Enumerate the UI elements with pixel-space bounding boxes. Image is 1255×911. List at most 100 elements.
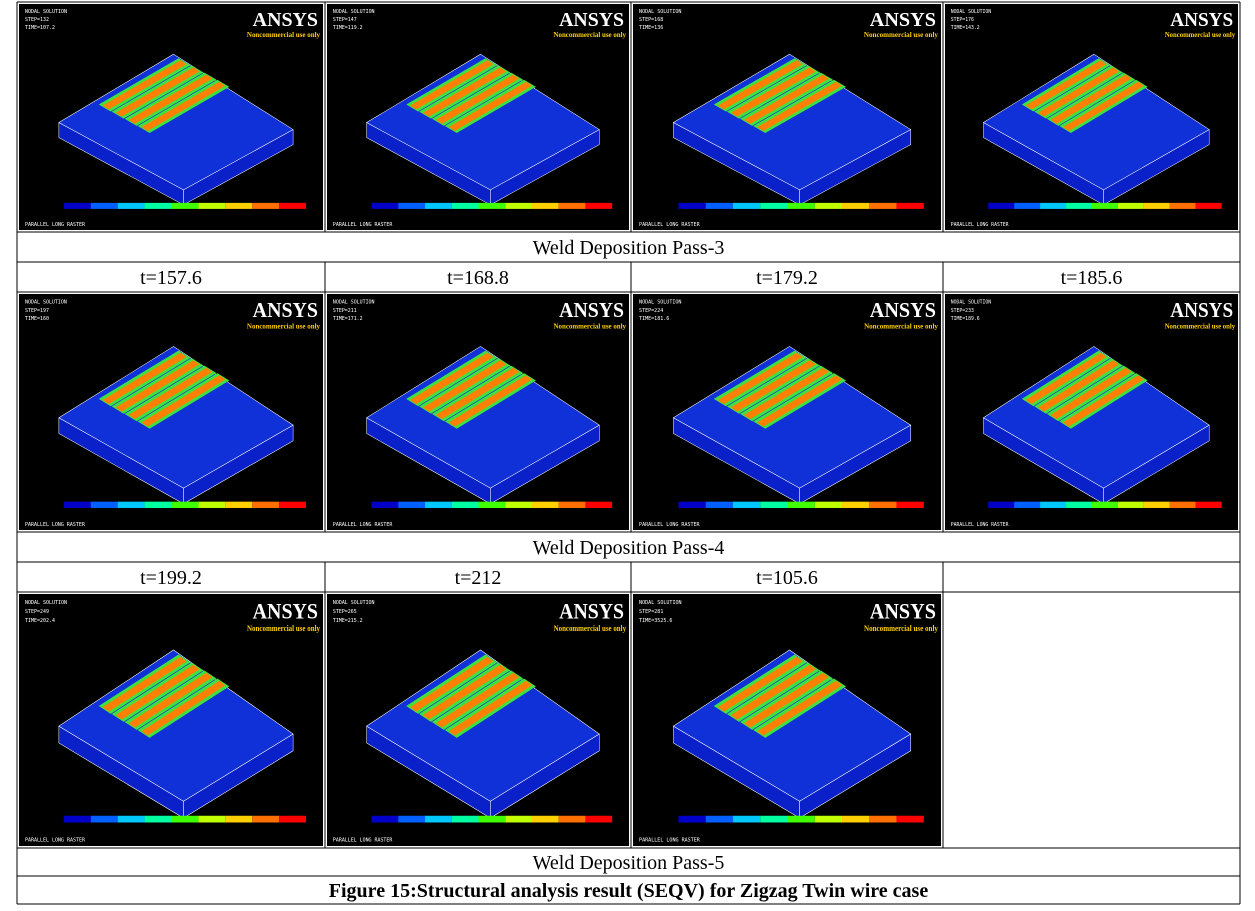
panel-step: STEP=147 [333, 17, 357, 23]
legend-swatch [398, 502, 425, 508]
legend-swatch [118, 816, 145, 823]
license-note: Noncommercial use only [864, 31, 939, 39]
legend-swatch [559, 502, 586, 508]
panel-footer: PARALLEL LONG RASTER [25, 837, 86, 843]
legend-swatch [225, 816, 252, 823]
legend-swatch [91, 203, 118, 209]
legend-swatch [425, 203, 452, 209]
license-note: Noncommercial use only [247, 322, 320, 330]
legend-swatch [145, 816, 172, 823]
panel-footer: PARALLEL LONG RASTER [639, 222, 701, 228]
legend-swatch [145, 502, 172, 508]
legend-swatch [1196, 203, 1222, 209]
time-label: t=168.8 [447, 267, 509, 289]
panel-footer: PARALLEL LONG RASTER [333, 522, 393, 528]
time-label: t=199.2 [140, 567, 202, 589]
license-note: Noncommercial use only [554, 322, 627, 330]
legend-swatch [505, 203, 532, 209]
legend-swatch [118, 502, 145, 508]
ansys-logo: ANSYS [253, 599, 318, 624]
legend-swatch [788, 816, 815, 823]
legend-swatch [452, 203, 479, 209]
panel-step: STEP=211 [333, 308, 357, 314]
panel-step: STEP=233 [951, 308, 974, 314]
legend-swatch [425, 502, 452, 508]
legend-swatch [788, 502, 815, 508]
panel-step: STEP=249 [25, 609, 49, 615]
legend-swatch [372, 816, 399, 823]
legend-swatch [897, 816, 924, 823]
legend-swatch [1040, 502, 1066, 508]
panel-header: NODAL SOLUTION [951, 9, 991, 15]
legend-swatch [118, 203, 145, 209]
legend-swatch [478, 203, 505, 209]
legend-swatch [64, 203, 91, 209]
ansys-logo: ANSYS [559, 300, 624, 323]
panel-header: NODAL SOLUTION [25, 600, 67, 606]
legend-swatch [252, 502, 279, 508]
legend-swatch [372, 502, 399, 508]
ansys-logo: ANSYS [1170, 9, 1233, 31]
panel-footer: PARALLEL LONG RASTER [639, 837, 701, 843]
panel-time: TIME=143.2 [951, 25, 980, 31]
legend-swatch [91, 816, 118, 823]
panel-header: NODAL SOLUTION [639, 9, 681, 15]
legend-swatch [225, 203, 252, 209]
legend-swatch [788, 203, 815, 209]
legend-swatch [279, 502, 306, 508]
license-note: Noncommercial use only [864, 624, 938, 633]
legend-swatch [279, 203, 306, 209]
legend-swatch [478, 816, 505, 823]
legend-swatch [1170, 203, 1196, 209]
legend-swatch [869, 203, 896, 209]
panel-time: TIME=189.6 [951, 316, 980, 322]
panel-header: NODAL SOLUTION [333, 600, 375, 606]
legend-swatch [1170, 502, 1196, 508]
panel-time: TIME=171.2 [333, 316, 363, 322]
ansys-logo: ANSYS [559, 9, 624, 31]
legend-swatch [678, 816, 705, 823]
legend-swatch [815, 203, 842, 209]
legend-swatch [171, 203, 198, 209]
legend-swatch [1092, 203, 1118, 209]
panel-time: TIME=160 [25, 316, 49, 322]
legend-swatch [678, 203, 705, 209]
ansys-logo: ANSYS [253, 9, 318, 31]
legend-swatch [559, 816, 586, 823]
legend-swatch [1144, 203, 1170, 209]
legend-swatch [252, 203, 279, 209]
result-image: NODAL SOLUTIONSTEP=233TIME=189.6ANSYSNon… [945, 294, 1238, 530]
legend-swatch [198, 816, 225, 823]
legend-swatch [706, 502, 733, 508]
legend-swatch [760, 203, 787, 209]
time-label: t=157.6 [140, 267, 202, 289]
legend-swatch [585, 203, 612, 209]
time-label: t=179.2 [756, 267, 818, 289]
legend-swatch [1092, 502, 1118, 508]
panel-footer: PARALLEL LONG RASTER [333, 222, 392, 228]
legend-swatch [505, 502, 532, 508]
legend-swatch [706, 203, 733, 209]
ansys-logo: ANSYS [870, 9, 936, 31]
license-note: Noncommercial use only [554, 31, 627, 39]
panel-header: NODAL SOLUTION [25, 9, 67, 15]
legend-swatch [1014, 203, 1040, 209]
legend-swatch [171, 816, 198, 823]
license-note: Noncommercial use only [554, 624, 627, 634]
legend-swatch [64, 816, 91, 823]
panel-footer: PARALLEL LONG RASTER [951, 222, 1009, 228]
legend-swatch [842, 816, 869, 823]
panel-time: TIME=215.2 [333, 618, 363, 624]
panel-step: STEP=197 [25, 308, 49, 314]
time-label: t=212 [455, 567, 502, 589]
pass-caption: Weld Deposition Pass-4 [533, 537, 725, 559]
legend-swatch [988, 502, 1014, 508]
legend-swatch [225, 502, 252, 508]
license-note: Noncommercial use only [247, 31, 321, 39]
